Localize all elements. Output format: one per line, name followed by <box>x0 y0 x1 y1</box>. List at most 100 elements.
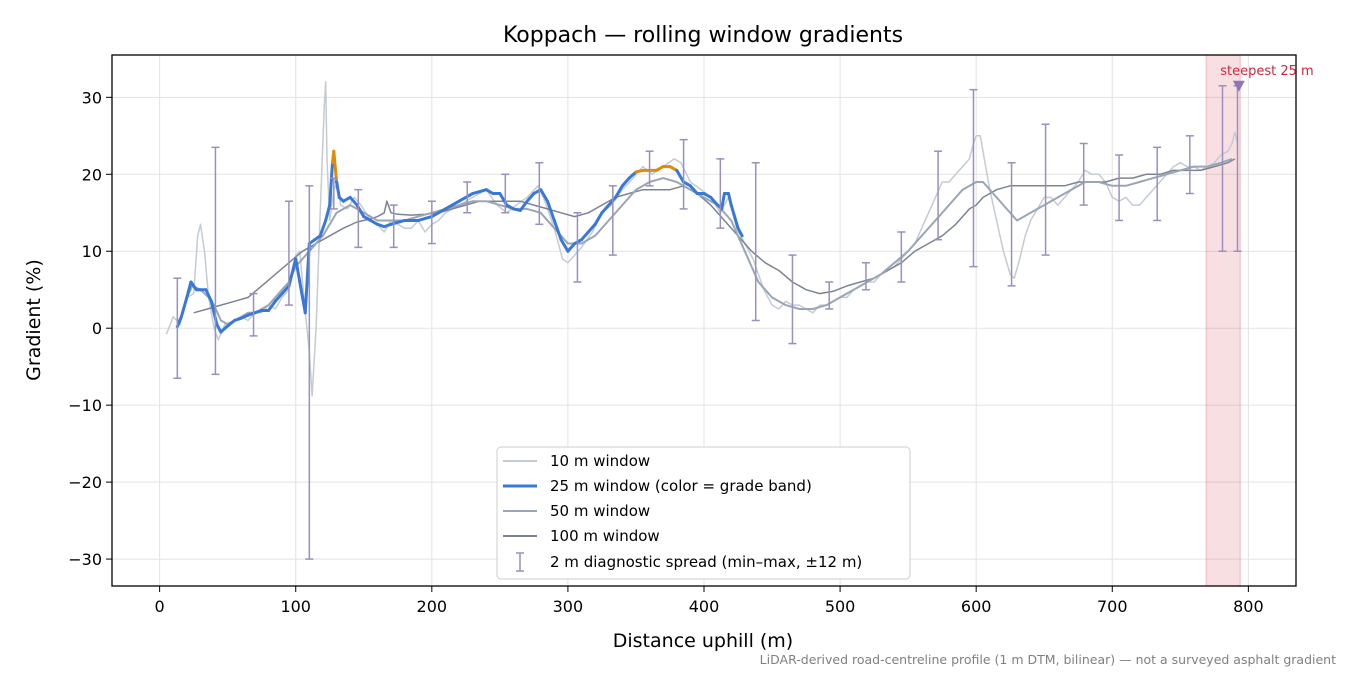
series-segment-25m <box>545 199 556 222</box>
series-segment-25m <box>185 280 193 299</box>
errorbar <box>501 173 510 214</box>
errorbar <box>305 185 314 560</box>
series-segment-25m <box>189 280 198 292</box>
errorbar <box>1153 146 1162 222</box>
series-segment-25m <box>332 149 337 169</box>
series-segment-25m <box>729 203 740 230</box>
x-tick-label: 0 <box>155 597 165 616</box>
series-segment-25m <box>287 257 298 288</box>
errorbar <box>1185 135 1194 195</box>
series-segment-25m <box>294 257 302 284</box>
x-axis-label: Distance uphill (m) <box>613 630 793 652</box>
series-segment-25m <box>328 161 334 207</box>
legend-box <box>496 446 911 580</box>
errorbar-group <box>173 85 1242 560</box>
series-segment-25m <box>726 192 733 207</box>
errorbar <box>354 188 363 249</box>
series-segment-25m <box>348 195 359 207</box>
errorbar <box>788 254 797 345</box>
errorbar <box>427 200 436 245</box>
series-segment-25m <box>566 242 577 253</box>
series-segment-25m <box>204 288 213 303</box>
series-segment-25m <box>219 324 230 334</box>
chart-title: Koppach — rolling window gradients <box>503 23 903 48</box>
x-tick-label: 600 <box>961 597 992 616</box>
steepest-label: steepest 25 m <box>1220 64 1313 79</box>
series-segment-25m <box>539 188 549 203</box>
x-tick-label: 700 <box>1097 597 1128 616</box>
series-segment-25m <box>430 207 447 219</box>
errorbar <box>173 277 182 379</box>
y-tick-label: −30 <box>68 550 102 569</box>
series-segment-25m <box>586 222 597 234</box>
series-segment-25m <box>525 192 536 203</box>
errorbar <box>389 204 398 249</box>
series-line-100m <box>193 158 1236 314</box>
series-segment-25m <box>593 211 604 226</box>
errorbar <box>969 88 978 268</box>
x-tick-label: 800 <box>1233 597 1264 616</box>
legend-label-errorbar: 2 m diagnostic spread (min–max, ±12 m) <box>550 553 862 571</box>
legend-label-25m: 25 m window (color = grade band) <box>550 477 812 495</box>
y-tick-label: 10 <box>82 242 102 261</box>
errorbar <box>463 181 472 214</box>
errorbar <box>535 161 544 226</box>
series-segment-25m <box>620 176 631 188</box>
series-segment-25m <box>552 218 563 242</box>
errorbar <box>1115 154 1124 222</box>
series-group <box>165 81 1239 397</box>
errorbar <box>1007 161 1016 287</box>
series-segment-25m <box>298 280 305 299</box>
steepest-marker <box>1232 80 1245 92</box>
series-segment-25m <box>720 192 726 211</box>
errorbar <box>679 138 688 210</box>
series-segment-25m <box>675 168 686 184</box>
steepest-marker-group <box>1232 80 1245 92</box>
series-segment-25m <box>280 284 291 296</box>
series-segment-25m <box>627 170 638 180</box>
series-segment-25m <box>416 215 434 222</box>
errorbar <box>1041 123 1050 256</box>
errorbar <box>608 185 617 256</box>
errorbar <box>897 231 906 283</box>
y-axis-label: Gradient (%) <box>23 259 45 381</box>
errorbar <box>716 158 725 229</box>
series-segment-25m <box>318 218 328 238</box>
errorbar <box>211 146 220 376</box>
legend-label-10m: 10 m window <box>550 452 650 470</box>
series-segment-25m <box>471 188 488 196</box>
x-tick-label: 400 <box>689 597 720 616</box>
series-segment-25m <box>324 203 332 222</box>
series-segment-25m <box>335 180 341 199</box>
series-segment-25m <box>333 165 339 184</box>
errorbar <box>573 212 582 283</box>
series-line-10m <box>165 81 1239 397</box>
legend-label-50m: 50 m window <box>550 502 650 520</box>
series-segment-25m <box>709 195 720 207</box>
series-segment-25m <box>443 199 461 211</box>
errorbar <box>825 281 834 310</box>
series-segment-25m <box>688 184 699 196</box>
series-segment-25m <box>267 299 277 312</box>
errorbar <box>284 200 293 306</box>
series-segment-25m <box>457 192 475 203</box>
y-axis-ticks: −30 −20 −10 0 10 20 30 <box>68 88 112 569</box>
legend-label-100m: 100 m window <box>550 527 660 545</box>
y-tick-label: 20 <box>82 165 102 184</box>
errorbar <box>249 292 258 337</box>
x-tick-label: 500 <box>825 597 856 616</box>
series-segment-25m <box>273 292 284 303</box>
x-tick-label: 300 <box>553 597 584 616</box>
series-segment-25m <box>614 184 624 199</box>
series-segment-25m <box>179 295 189 319</box>
y-tick-label: 30 <box>82 88 102 107</box>
series-segment-25m <box>559 238 570 253</box>
y-tick-label: 0 <box>92 319 102 338</box>
errorbar <box>751 161 760 322</box>
legend: 10 m window 25 m window (color = grade b… <box>496 446 911 580</box>
errorbar <box>861 262 870 291</box>
x-tick-label: 200 <box>417 597 448 616</box>
errorbar <box>1079 142 1088 206</box>
errorbar <box>329 177 338 210</box>
